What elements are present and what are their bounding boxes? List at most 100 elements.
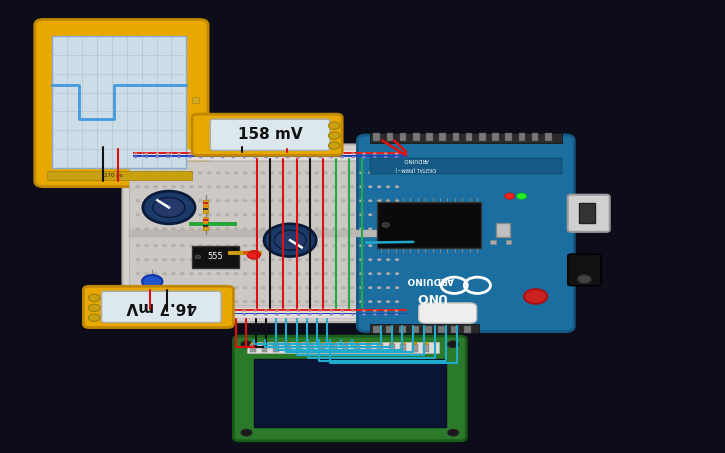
Circle shape [225,186,229,188]
Circle shape [181,300,184,303]
Circle shape [377,199,381,202]
Circle shape [254,156,257,158]
Bar [490,240,496,245]
Circle shape [252,259,256,261]
Circle shape [261,272,265,275]
Circle shape [306,172,310,174]
Circle shape [252,300,256,303]
Circle shape [341,172,345,174]
Circle shape [323,259,328,261]
Circle shape [377,300,381,303]
Circle shape [386,245,390,247]
Circle shape [234,227,238,230]
Circle shape [145,172,149,174]
Circle shape [254,152,257,155]
Circle shape [243,300,247,303]
Circle shape [177,156,181,158]
Circle shape [261,199,265,202]
Circle shape [261,245,265,247]
Circle shape [243,286,247,289]
Circle shape [154,245,157,247]
Circle shape [306,272,310,275]
FancyBboxPatch shape [233,336,466,441]
Circle shape [225,286,229,289]
Bar [273,344,279,352]
Circle shape [177,310,181,312]
Circle shape [225,272,229,275]
Circle shape [270,286,274,289]
Circle shape [234,186,238,188]
Circle shape [88,314,100,322]
Circle shape [232,313,235,315]
Circle shape [199,313,203,315]
Circle shape [341,259,345,261]
Circle shape [413,342,417,345]
Bar [492,133,499,141]
Circle shape [328,122,340,130]
Circle shape [279,286,283,289]
Circle shape [333,186,336,188]
Circle shape [279,227,283,230]
Circle shape [297,213,301,216]
Circle shape [207,286,211,289]
Bar [133,313,407,314]
Circle shape [220,152,224,155]
Circle shape [199,152,203,155]
Bar [129,149,411,160]
Circle shape [395,272,399,275]
Circle shape [234,199,238,202]
Circle shape [199,213,202,216]
Circle shape [333,286,336,289]
Circle shape [368,286,372,289]
Circle shape [286,156,289,158]
Circle shape [386,227,390,230]
Circle shape [306,227,310,230]
Circle shape [136,245,140,247]
Circle shape [323,172,328,174]
Circle shape [362,313,365,315]
Circle shape [172,172,175,174]
Circle shape [323,286,328,289]
Circle shape [309,342,313,345]
Circle shape [181,227,184,230]
Circle shape [172,213,175,216]
Circle shape [181,286,184,289]
Circle shape [307,152,311,155]
Circle shape [145,227,149,230]
Circle shape [145,213,149,216]
Circle shape [360,172,363,174]
Circle shape [279,186,283,188]
Circle shape [360,199,363,202]
Circle shape [162,272,167,275]
Circle shape [145,152,149,155]
Circle shape [377,245,381,247]
Circle shape [297,172,301,174]
Circle shape [270,272,274,275]
Circle shape [275,152,278,155]
Circle shape [155,310,159,312]
Bar [192,131,199,137]
Bar [496,222,510,237]
Bar [250,251,255,254]
Circle shape [162,213,167,216]
Circle shape [207,213,211,216]
Circle shape [447,429,459,436]
Circle shape [145,186,149,188]
Bar [365,344,371,352]
Bar [203,219,208,221]
Circle shape [395,186,399,188]
Circle shape [234,300,238,303]
Bar [285,344,291,352]
Circle shape [234,213,238,216]
Circle shape [332,342,336,345]
Circle shape [162,245,167,247]
Circle shape [341,245,345,247]
Circle shape [288,259,291,261]
Circle shape [210,152,213,155]
Circle shape [166,310,170,312]
Circle shape [333,272,336,275]
Circle shape [360,259,363,261]
Bar [243,251,248,254]
Circle shape [394,156,398,158]
Circle shape [279,259,283,261]
